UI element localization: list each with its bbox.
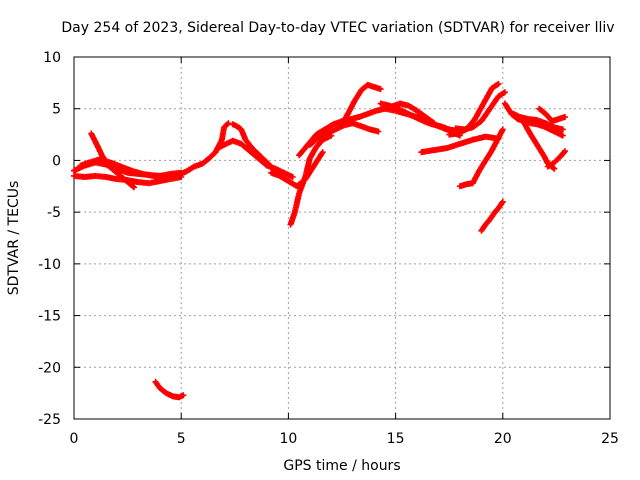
y-tick-label: -10: [38, 257, 61, 273]
y-tick-label: -25: [38, 412, 61, 428]
y-tick-label: 5: [52, 102, 61, 118]
plot-frame: [73, 56, 611, 420]
data-point: [319, 149, 326, 156]
y-tick-label: 0: [52, 153, 61, 169]
series-arc24: [536, 105, 568, 125]
data-point: [495, 80, 502, 87]
data-point: [180, 392, 187, 399]
x-tick-label: 10: [279, 431, 297, 447]
x-tick-label: 0: [70, 431, 79, 447]
data-point: [131, 184, 137, 191]
data-point: [377, 86, 384, 93]
series-arc19: [456, 126, 506, 190]
y-tick-label: -5: [47, 205, 61, 221]
data-point: [562, 114, 568, 120]
data-point: [431, 120, 438, 127]
tick-labels: 0 5 10 15 20 25 -25 -20 -15 -10 -5 0 5 10: [38, 50, 619, 447]
data-point: [501, 89, 508, 96]
series-arc10: [287, 132, 335, 228]
grid-lines: [74, 57, 610, 419]
x-tick-label: 15: [387, 431, 405, 447]
y-tick-label: -15: [38, 309, 61, 325]
data-point: [267, 162, 274, 169]
x-axis-label: GPS time / hours: [283, 458, 400, 474]
x-tick-label: 5: [177, 431, 186, 447]
data-point: [171, 171, 178, 178]
y-tick-label: 10: [43, 50, 61, 66]
series-arc17: [446, 80, 502, 138]
y-axis-label: SDTVAR / TECUs: [6, 181, 22, 296]
data-point: [499, 126, 506, 133]
data-point: [225, 120, 232, 127]
series-arc5: [152, 378, 187, 401]
axis-ticks: [73, 56, 611, 420]
data-points: [71, 80, 568, 401]
data-point: [562, 148, 568, 155]
series-arc15: [388, 100, 438, 127]
data-point: [268, 163, 275, 170]
data-point: [375, 128, 382, 135]
series-arc8: [229, 121, 275, 170]
series-arc7: [214, 137, 296, 180]
data-point: [130, 183, 136, 190]
data-point: [289, 174, 296, 180]
y-tick-label: -20: [38, 360, 61, 376]
data-point: [559, 126, 566, 133]
data-point: [224, 121, 231, 128]
series-arc16: [418, 133, 502, 156]
chart-title: Day 254 of 2023, Sidereal Day-to-day VTE…: [61, 20, 614, 36]
series-arc20: [478, 198, 506, 234]
series-arc4: [77, 156, 178, 180]
x-tick-label: 25: [601, 431, 619, 447]
x-tick-label: 20: [494, 431, 512, 447]
data-point: [551, 165, 558, 172]
data-point: [499, 198, 506, 205]
series-arc18: [452, 89, 508, 133]
series-arc25: [544, 148, 568, 170]
series-arc22: [508, 109, 566, 133]
series-arc6: [178, 120, 232, 177]
data-point: [561, 149, 568, 156]
series-arc12: [306, 120, 382, 148]
series-arc23: [521, 120, 558, 172]
data-point: [559, 132, 566, 139]
series-arc13: [339, 81, 384, 128]
